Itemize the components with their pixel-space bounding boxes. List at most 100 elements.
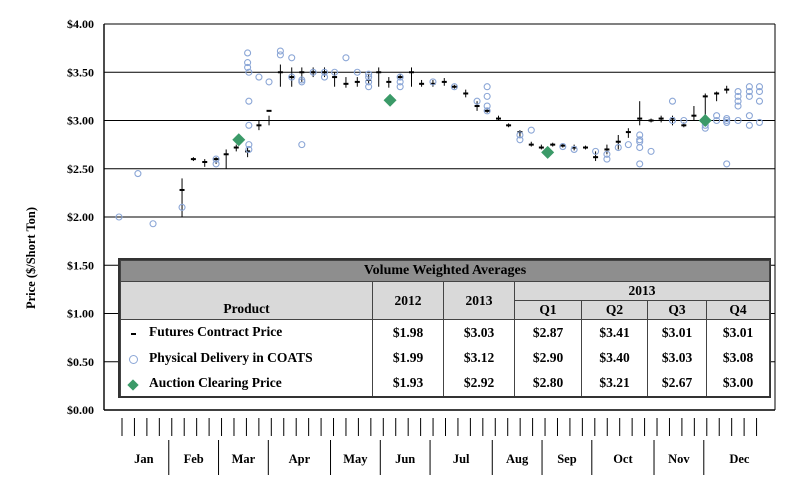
coats-point	[745, 83, 753, 91]
coats-point	[298, 76, 306, 84]
coats-point	[483, 107, 491, 115]
coats-point	[298, 141, 306, 149]
coats-point	[320, 73, 329, 81]
table-title: Volume Weighted Averages	[119, 260, 771, 282]
coats-point	[245, 121, 253, 129]
coats-point	[473, 97, 481, 105]
coats-point	[396, 83, 404, 91]
coats-point	[483, 102, 491, 110]
month-label: Apr	[289, 452, 311, 466]
coats-point	[244, 59, 252, 67]
auction-point	[383, 93, 397, 107]
row-q2: $3.40	[581, 345, 648, 371]
coats-point	[745, 88, 753, 96]
volume-weighted-averages-table: Volume Weighted Averages Product 2012 20…	[118, 258, 771, 398]
header-q2: Q2	[581, 300, 648, 320]
y-tick-label: $2.00	[67, 210, 94, 224]
coats-point	[212, 160, 220, 168]
y-axis-title: Price ($/Short Ton)	[24, 207, 38, 309]
coats-point	[288, 73, 296, 81]
row-2012: $1.98	[372, 319, 444, 346]
coats-point	[755, 88, 764, 96]
coats-point	[276, 47, 284, 55]
table-row: Auction Clearing Price $1.93 $2.92 $2.80…	[120, 370, 771, 396]
y-tick-label: $3.00	[67, 114, 94, 128]
coats-point	[245, 141, 253, 149]
coats-point	[396, 73, 404, 81]
coats-point	[614, 143, 622, 152]
row-product: Physical Delivery in COATS	[149, 349, 313, 365]
coats-point	[483, 83, 491, 91]
auction-point	[541, 145, 555, 159]
coats-point	[713, 112, 721, 120]
coats-point	[134, 170, 142, 178]
y-tick-label: $2.50	[67, 162, 94, 176]
coats-point	[288, 54, 296, 62]
coats-point	[276, 51, 284, 59]
coats-point	[353, 68, 361, 76]
y-tick-label: $0.50	[67, 355, 94, 369]
coats-point	[734, 92, 742, 100]
month-label: Dec	[729, 452, 750, 466]
month-label: Aug	[506, 452, 529, 466]
header-q1: Q1	[514, 300, 582, 320]
coats-point	[636, 131, 644, 139]
diamond-marker-icon	[127, 376, 139, 392]
coats-point	[723, 116, 731, 125]
coats-point	[636, 136, 644, 144]
coats-point	[365, 78, 373, 86]
month-label: Jan	[134, 452, 154, 466]
row-product: Futures Contract Price	[149, 324, 283, 340]
row-q1: $2.90	[514, 345, 582, 371]
coats-point	[450, 83, 458, 91]
month-label: Feb	[184, 452, 204, 466]
coats-point	[636, 143, 644, 152]
coats-point	[680, 116, 688, 125]
coats-point	[115, 213, 123, 221]
row-q1: $2.87	[514, 319, 582, 346]
row-2012: $1.93	[372, 370, 444, 396]
month-label: Mar	[232, 452, 256, 466]
row-2013: $3.03	[443, 319, 515, 346]
coats-point	[244, 63, 252, 71]
month-labels: Jan Feb Mar Apr May Jun Jul Aug Sep Oct Nov Dec	[134, 452, 750, 466]
coats-point	[624, 141, 632, 149]
coats-point	[734, 88, 742, 96]
header-2012: 2012	[372, 281, 444, 320]
coats-point	[245, 68, 253, 76]
coats-point	[603, 150, 611, 158]
coats-point	[527, 126, 535, 134]
coats-point	[745, 112, 753, 120]
series-coats	[115, 47, 764, 228]
dash-marker-icon	[127, 325, 139, 341]
coats-point	[516, 131, 524, 139]
coats-point	[603, 155, 611, 163]
month-label: Nov	[668, 452, 690, 466]
coats-point	[734, 97, 742, 105]
header-quarter-group: 2013	[513, 281, 771, 301]
coats-point	[723, 115, 731, 123]
coats-point	[342, 54, 350, 62]
coats-point	[245, 97, 253, 105]
coats-point	[265, 78, 273, 86]
header-q3: Q3	[647, 300, 707, 320]
coats-point	[149, 220, 157, 228]
y-tick-label: $0.00	[67, 403, 94, 417]
row-product: Auction Clearing Price	[149, 374, 282, 390]
coats-point	[734, 102, 742, 110]
coats-point	[212, 155, 220, 163]
coats-point	[668, 116, 677, 125]
row-q4: $3.01	[705, 319, 771, 346]
coats-point	[745, 92, 753, 100]
row-2013: $2.92	[443, 370, 515, 396]
month-label: Oct	[613, 452, 633, 466]
coats-point	[723, 160, 731, 168]
coats-point	[570, 145, 578, 153]
coats-point	[244, 49, 252, 57]
header-product: Product	[120, 281, 373, 320]
y-tick-label: $3.50	[67, 65, 94, 79]
month-label: May	[343, 452, 368, 466]
row-q3: $3.03	[647, 345, 707, 371]
series-futures	[179, 64, 730, 217]
